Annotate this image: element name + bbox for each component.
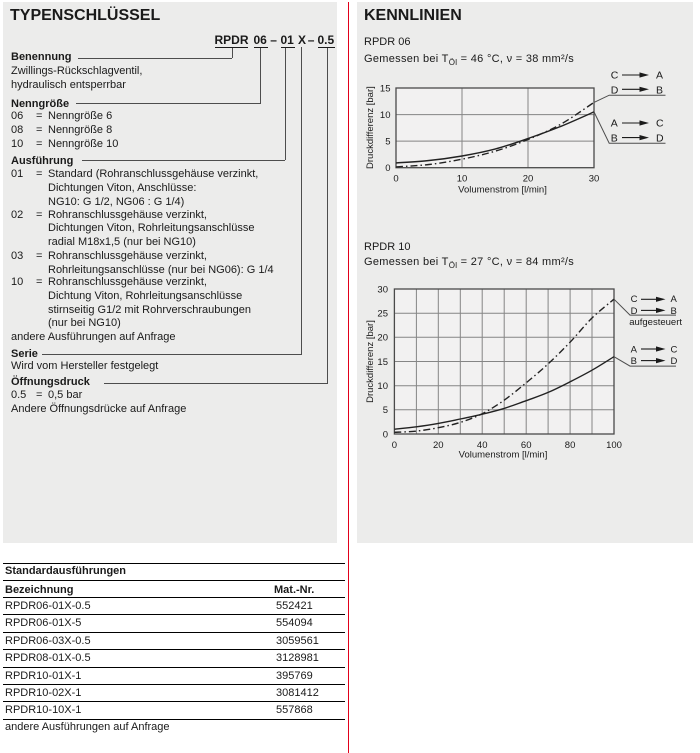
svg-text:100: 100 — [606, 440, 622, 451]
svg-text:Druckdifferenz [bar]: Druckdifferenz [bar] — [365, 86, 376, 169]
svg-text:20: 20 — [433, 440, 444, 451]
svg-text:A: A — [611, 118, 618, 130]
svg-text:D: D — [656, 133, 664, 145]
svg-text:B: B — [611, 133, 618, 145]
svg-text:0: 0 — [385, 163, 390, 174]
svg-text:80: 80 — [565, 440, 576, 451]
svg-text:20: 20 — [377, 333, 388, 344]
svg-text:Volumenstrom [l/min]: Volumenstrom [l/min] — [459, 450, 548, 461]
svg-text:60: 60 — [521, 440, 532, 451]
svg-text:15: 15 — [377, 357, 388, 368]
svg-text:A: A — [631, 344, 638, 355]
svg-text:20: 20 — [523, 173, 534, 184]
svg-text:Volumenstrom [l/min]: Volumenstrom [l/min] — [458, 184, 547, 195]
svg-text:A: A — [671, 294, 678, 305]
svg-text:5: 5 — [385, 136, 390, 147]
svg-text:10: 10 — [457, 173, 468, 184]
svg-text:B: B — [671, 306, 677, 317]
svg-text:D: D — [671, 356, 678, 367]
svg-text:B: B — [656, 85, 663, 97]
svg-text:15: 15 — [380, 83, 391, 94]
svg-text:C: C — [631, 294, 638, 305]
svg-text:A: A — [656, 70, 663, 82]
svg-text:D: D — [611, 85, 619, 97]
svg-text:10: 10 — [377, 381, 388, 392]
svg-text:C: C — [656, 118, 664, 130]
svg-text:0: 0 — [392, 440, 397, 451]
svg-text:0: 0 — [393, 173, 398, 184]
svg-text:30: 30 — [377, 284, 388, 295]
svg-text:Druckdifferenz [bar]: Druckdifferenz [bar] — [365, 320, 376, 403]
svg-text:10: 10 — [380, 110, 391, 121]
svg-text:B: B — [631, 356, 637, 367]
svg-text:30: 30 — [589, 173, 600, 184]
svg-text:5: 5 — [383, 405, 388, 416]
svg-text:25: 25 — [377, 309, 388, 320]
svg-text:40: 40 — [477, 440, 488, 451]
svg-text:C: C — [611, 70, 619, 82]
svg-text:C: C — [671, 344, 678, 355]
svg-text:D: D — [631, 306, 638, 317]
svg-text:0: 0 — [383, 429, 388, 440]
